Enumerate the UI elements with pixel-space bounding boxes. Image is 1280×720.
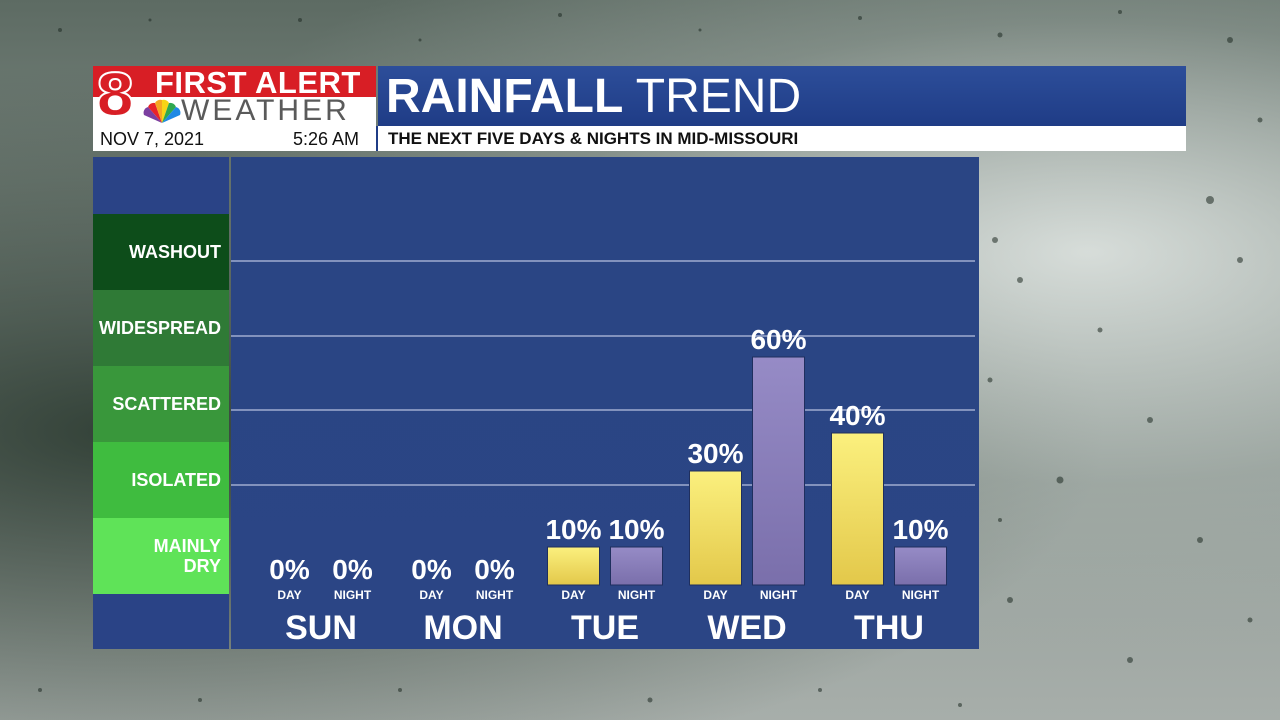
date-text: NOV 7, 2021	[100, 129, 205, 149]
value-label-night-wed: 60%	[750, 324, 806, 355]
series-label-night-tue: NIGHT	[618, 588, 656, 602]
bar-day-thu	[831, 432, 884, 586]
category-label-sun: SUN	[285, 609, 357, 647]
bar-day-wed	[689, 470, 742, 586]
category-label-wed: WED	[707, 609, 786, 647]
category-label-thu: THU	[854, 609, 924, 647]
value-label-day-wed: 30%	[687, 438, 743, 469]
value-label-night-mon: 0%	[474, 554, 515, 585]
series-label-night-mon: NIGHT	[476, 588, 514, 602]
time-text: 5:26 AM	[293, 129, 360, 149]
series-label-day-tue: DAY	[561, 588, 585, 602]
series-label-night-wed: NIGHT	[760, 588, 798, 602]
value-label-night-sun: 0%	[332, 554, 373, 585]
logo-first-alert-text: FIRST ALERT	[155, 65, 361, 100]
subtitle-bar: NOV 7, 2021 5:26 AM THE NEXT FIVE DAYS &…	[93, 126, 1186, 151]
first-alert-weather-logo: 8 FIRST ALERT WEATHER	[93, 61, 376, 129]
legend-washout: WASHOUT	[93, 214, 229, 290]
bar-night-wed	[752, 356, 805, 586]
rainfall-chart: 0% DAY 0% NIGHT SUN 0% DAY 0% NIGHT MON 10% DAY 10% N…	[231, 157, 979, 649]
legend-scattered: SCATTERED	[93, 366, 229, 442]
value-label-day-mon: 0%	[411, 554, 452, 585]
page-title: RAINFALL TREND	[386, 66, 801, 126]
title-bar: RAINFALL TREND	[378, 66, 1186, 126]
peacock-icon	[143, 99, 181, 123]
coverage-legend: WASHOUT WIDESPREAD SCATTERED ISOLATED MA…	[93, 157, 229, 649]
value-label-day-tue: 10%	[545, 514, 601, 545]
category-label-tue: TUE	[571, 609, 639, 647]
bar-night-tue	[610, 546, 663, 586]
bar-night-thu	[894, 546, 947, 586]
legend-isolated: ISOLATED	[93, 442, 229, 518]
series-label-day-mon: DAY	[419, 588, 443, 602]
logo-red-band	[93, 66, 376, 97]
series-label-day-thu: DAY	[845, 588, 869, 602]
series-label-day-sun: DAY	[277, 588, 301, 602]
category-label-mon: MON	[423, 609, 502, 647]
title-bold: RAINFALL	[386, 70, 624, 123]
series-label-night-sun: NIGHT	[334, 588, 372, 602]
series-label-night-thu: NIGHT	[902, 588, 940, 602]
value-label-night-tue: 10%	[608, 514, 664, 545]
legend-widespread: WIDESPREAD	[93, 290, 229, 366]
bar-day-tue	[547, 546, 600, 586]
header: 8 FIRST ALERT WEATHER RAINFALL TREND NOV…	[93, 61, 1186, 151]
chart-svg: 0% DAY 0% NIGHT SUN 0% DAY 0% NIGHT MON 10% DAY 10% N…	[231, 260, 975, 647]
legend-mainly-dry: MAINLY DRY	[93, 518, 229, 594]
value-label-day-thu: 40%	[829, 400, 885, 431]
subtitle-text: THE NEXT FIVE DAYS & NIGHTS IN MID-MISSO…	[388, 129, 799, 148]
logo-weather-text: WEATHER	[181, 94, 350, 127]
title-rest: TREND	[635, 70, 802, 123]
subtitle-divider	[376, 126, 378, 151]
value-label-night-thu: 10%	[892, 514, 948, 545]
series-label-day-wed: DAY	[703, 588, 727, 602]
value-label-day-sun: 0%	[269, 554, 310, 585]
logo-number: 8	[94, 61, 136, 129]
